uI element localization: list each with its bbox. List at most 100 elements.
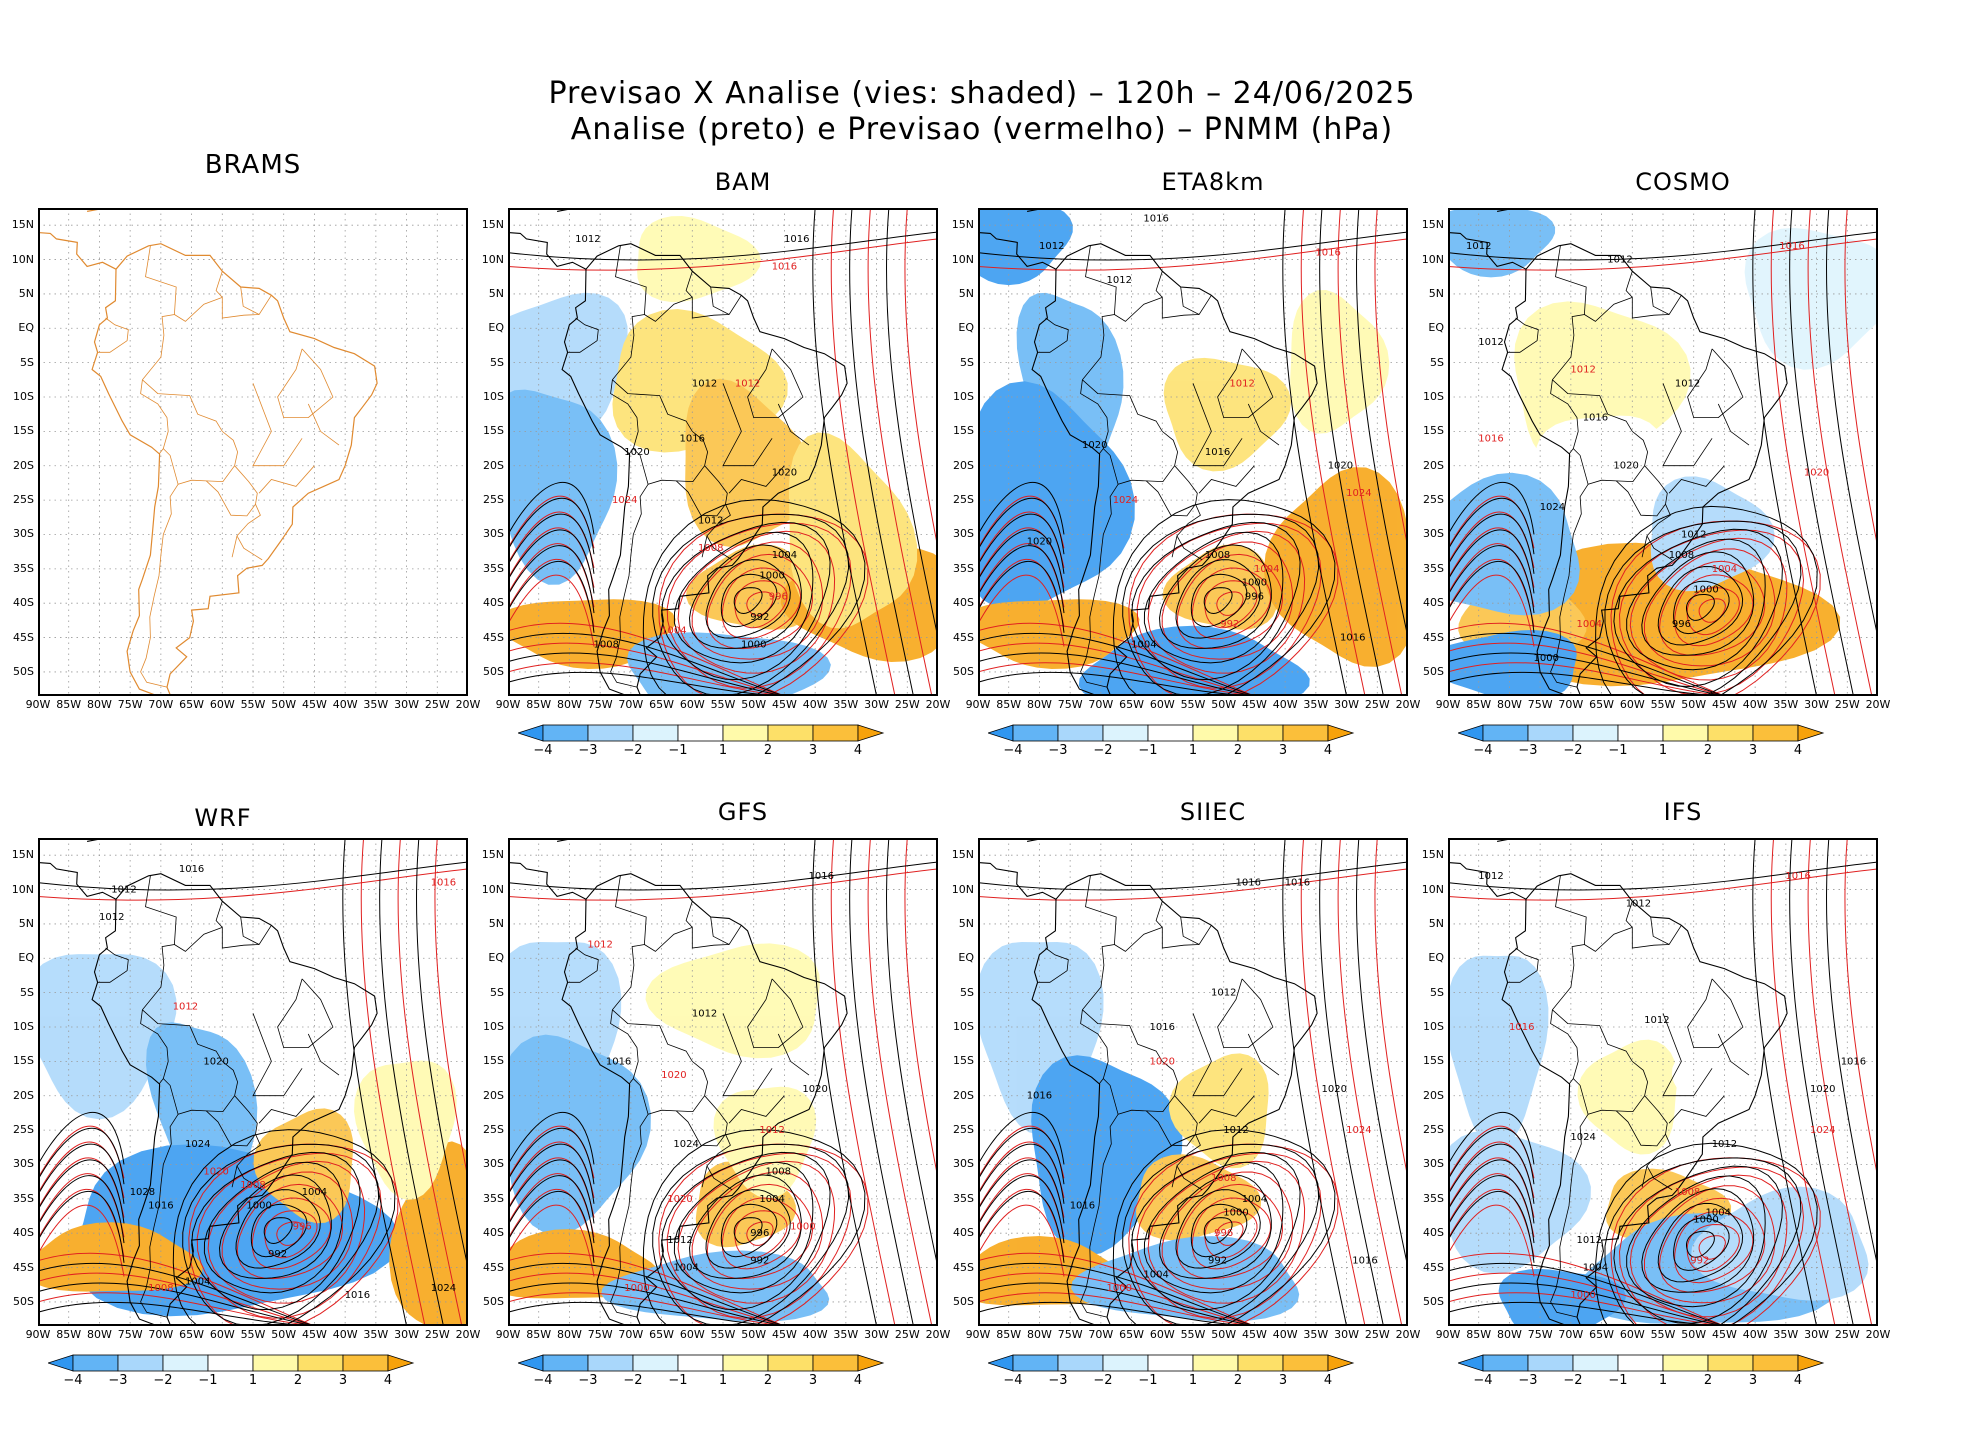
colorbar-label: −1 bbox=[1608, 743, 1628, 758]
isobar bbox=[221, 1171, 354, 1290]
panel-title-eta8km: ETA8km bbox=[1161, 168, 1265, 196]
isobar bbox=[1131, 521, 1301, 681]
isobar-label: 1012 bbox=[1675, 378, 1700, 389]
lon-label: 30W bbox=[864, 1328, 889, 1341]
isobar-label: 1000 bbox=[1693, 1214, 1718, 1225]
graticule bbox=[40, 210, 466, 694]
colorbar-label: 4 bbox=[383, 1373, 393, 1388]
country-border bbox=[1192, 1013, 1243, 1097]
country-border bbox=[1080, 1114, 1119, 1318]
isobar bbox=[980, 1157, 1065, 1218]
isobar-label: 1000 bbox=[741, 639, 766, 650]
lat-label: 25S bbox=[953, 1123, 974, 1137]
lat-label: 30S bbox=[483, 1157, 504, 1171]
lon-label: 25W bbox=[1834, 698, 1860, 711]
isobar bbox=[1450, 662, 1713, 694]
country-border bbox=[1176, 1134, 1203, 1191]
isobar-label: 1016 bbox=[345, 1290, 370, 1301]
isobar bbox=[510, 868, 936, 901]
isobar bbox=[666, 1152, 852, 1319]
colorbar-segment bbox=[722, 724, 769, 742]
panel-gfs: GFS 1016 1012 1012 1016 1020 1024 1020 1012 1008 1… bbox=[470, 778, 951, 1388]
lat-label: 35S bbox=[953, 1191, 974, 1205]
coastline bbox=[40, 840, 378, 1324]
isobar bbox=[1595, 505, 1818, 694]
colorbar-segment bbox=[1012, 724, 1059, 742]
isobar bbox=[510, 861, 936, 891]
colorbar-segment bbox=[1192, 724, 1239, 742]
bias-area bbox=[686, 544, 813, 630]
colorbar-cosmo: −4 −3 −2 −1 1 2 3 4 bbox=[1456, 724, 1868, 764]
lat-label: 25S bbox=[953, 493, 974, 507]
colorbar-label: −1 bbox=[1138, 1373, 1158, 1388]
lat-label: 40S bbox=[13, 1226, 34, 1240]
colorbar-label: 1 bbox=[248, 1373, 258, 1388]
isobar bbox=[510, 1127, 595, 1185]
isobar bbox=[1450, 481, 1535, 535]
lat-label: 20S bbox=[1423, 458, 1444, 472]
lon-label: 70W bbox=[618, 1328, 644, 1341]
colorbar-segment bbox=[342, 1354, 389, 1372]
isobar-label: 996 bbox=[769, 591, 788, 602]
lon-label: 90W bbox=[965, 698, 991, 711]
isobar-label: 1012 bbox=[111, 885, 136, 896]
lat-label: 50S bbox=[1423, 1294, 1444, 1308]
isobar bbox=[1450, 1272, 1720, 1324]
isobar bbox=[510, 558, 595, 627]
isobar bbox=[980, 1191, 1065, 1263]
isobar bbox=[1450, 497, 1535, 555]
lon-label: 85W bbox=[56, 1328, 82, 1341]
lon-label: 45W bbox=[1241, 698, 1267, 711]
isobar-label: 996 bbox=[1672, 619, 1691, 630]
colorbar-label: 2 bbox=[1703, 743, 1713, 758]
lon-label: 55W bbox=[240, 698, 266, 711]
lat-label: 15N bbox=[951, 218, 974, 232]
lon-label: 80W bbox=[1496, 698, 1522, 711]
colorbar-label: 2 bbox=[763, 743, 773, 758]
isobar-label: 1016 bbox=[1205, 447, 1230, 458]
isobar-label: 1024 bbox=[1346, 1125, 1371, 1136]
colorbar-segment bbox=[252, 1354, 299, 1372]
lat-label: 5S bbox=[490, 355, 504, 369]
bias-area bbox=[1577, 1039, 1678, 1155]
colorbar-wrf: −4 −3 −2 −1 1 2 3 4 bbox=[46, 1354, 458, 1394]
country-border bbox=[1155, 271, 1212, 319]
country-borders bbox=[97, 245, 340, 688]
isobar-label: 1004 bbox=[1131, 639, 1156, 650]
isobar bbox=[510, 238, 936, 271]
isobar bbox=[40, 1272, 310, 1324]
isobar bbox=[510, 1191, 595, 1263]
isobar bbox=[1450, 861, 1876, 891]
lon-label: 55W bbox=[710, 698, 736, 711]
lat-label: 15N bbox=[11, 218, 34, 232]
isobar bbox=[1112, 1129, 1336, 1324]
south-america-outline bbox=[561, 873, 848, 1324]
isobar bbox=[1844, 210, 1876, 541]
isobar-label: 1012 bbox=[692, 1008, 717, 1019]
country-border bbox=[710, 916, 730, 945]
colorbar-high-arrow bbox=[1327, 1354, 1355, 1372]
isobar bbox=[40, 1191, 125, 1263]
lat-label: 5S bbox=[960, 985, 974, 999]
isobar-label: 1024 bbox=[185, 1139, 210, 1150]
isobar bbox=[980, 1127, 1065, 1185]
country-borders bbox=[1037, 245, 1280, 688]
isobar bbox=[40, 1159, 125, 1224]
colorbar-segment bbox=[1617, 724, 1664, 742]
south-america-outline bbox=[561, 243, 848, 694]
colorbar-low-arrow bbox=[986, 724, 1014, 742]
isobar bbox=[1282, 840, 1347, 1324]
isobar bbox=[1641, 1188, 1755, 1293]
country-border bbox=[140, 875, 177, 1085]
isobar-labels: 1012 1016 1012 1012 1012 1012 1016 1016 1020 1024… bbox=[1466, 241, 1829, 664]
country-border bbox=[236, 1134, 263, 1191]
coastline bbox=[1450, 210, 1788, 694]
isobar-label: 1016 bbox=[1583, 413, 1608, 424]
isobar-label: 1016 bbox=[772, 261, 797, 272]
country-border bbox=[722, 383, 773, 467]
country-border bbox=[1171, 535, 1178, 558]
map-brams bbox=[38, 208, 468, 696]
isobar-label: 1000 bbox=[790, 1221, 815, 1232]
isobar bbox=[510, 527, 595, 588]
isobar bbox=[1595, 1142, 1818, 1324]
